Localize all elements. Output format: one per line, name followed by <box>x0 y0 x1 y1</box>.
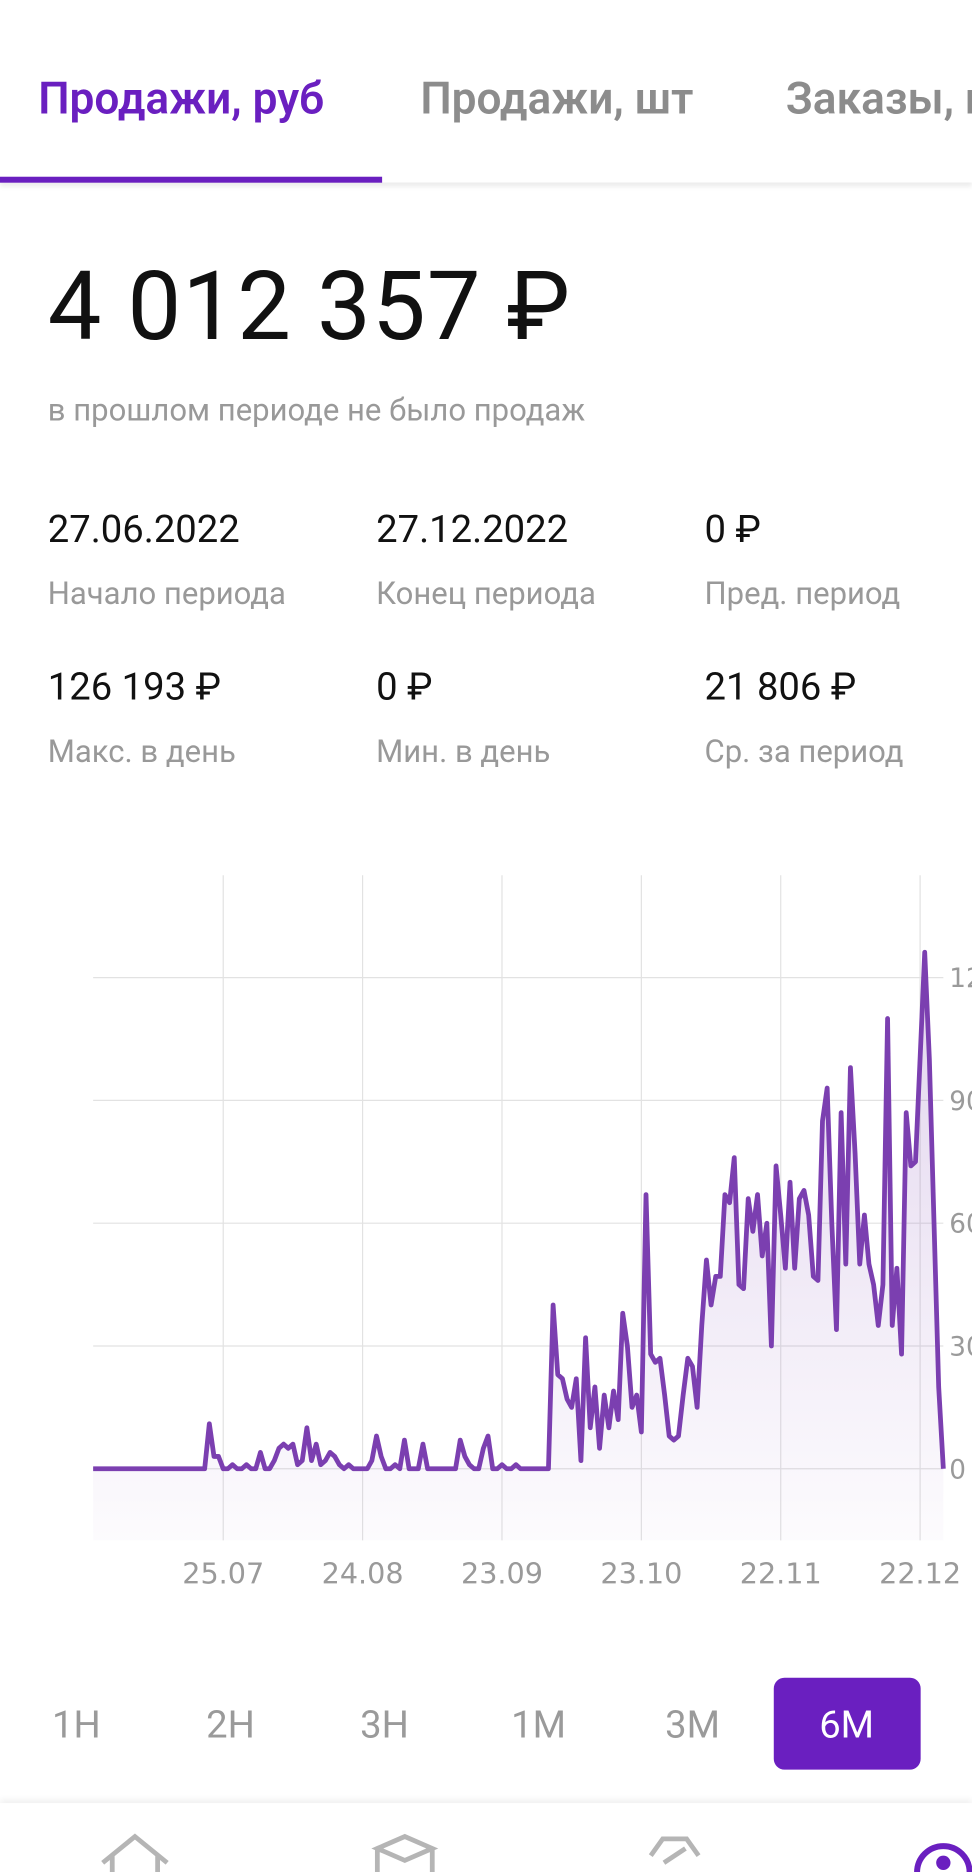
tab[interactable]: Заказы, шт <box>785 74 972 126</box>
period-button[interactable]: 1Н <box>52 1701 101 1747</box>
tab[interactable]: Продажи, руб <box>38 74 325 126</box>
stat-label: Мин. в день <box>376 734 551 771</box>
stat-value: 21 806 ₽ <box>704 663 857 710</box>
y-tick-label: 120 000 <box>949 964 972 994</box>
x-tick-label: 23.09 <box>461 1556 543 1590</box>
x-tick-label: 22.11 <box>740 1556 822 1590</box>
tab[interactable]: Продажи, шт <box>420 74 694 126</box>
stat-label: Макс. в день <box>47 734 236 771</box>
stat-label: Пред. период <box>704 576 901 613</box>
stat-value: 27.12.2022 <box>376 506 569 552</box>
area <box>93 952 944 1541</box>
stat-value: 126 193 ₽ <box>47 663 221 710</box>
home-icon[interactable] <box>101 1833 169 1872</box>
stat-label: Конец периода <box>376 576 596 613</box>
map-icon[interactable] <box>914 1843 972 1872</box>
subtitle: в прошлом периоде не было продаж <box>47 392 586 429</box>
nav-icons <box>101 1833 972 1872</box>
x-tick-label: 23.10 <box>600 1556 682 1590</box>
stat-value: 0 ₽ <box>376 663 433 710</box>
box-icon[interactable] <box>371 1833 439 1872</box>
period-button[interactable]: 1М <box>511 1701 566 1747</box>
x-tick-label: 22.12 <box>879 1556 961 1590</box>
x-tick-label: 24.08 <box>322 1556 404 1590</box>
period-button[interactable]: 6М <box>819 1701 875 1747</box>
stat-value: 27.06.2022 <box>47 506 240 552</box>
stat-label: Ср. за период <box>704 734 904 771</box>
total-amount: 4 012 357 ₽ <box>47 250 572 364</box>
line <box>93 949 946 1472</box>
y-tick-label: 60 000 <box>949 1210 972 1240</box>
promo-icon[interactable] <box>648 1836 701 1865</box>
stat-value: 0 ₽ <box>704 506 761 552</box>
stat-label: Начало периода <box>47 576 286 613</box>
period-button[interactable]: 2Н <box>206 1701 255 1747</box>
y-tick-label: 0 <box>949 1455 966 1485</box>
period-highlight <box>773 1677 921 1770</box>
map-dot <box>936 1855 951 1870</box>
x-tick-label: 25.07 <box>182 1556 264 1590</box>
y-tick-label: 90 000 <box>949 1087 972 1117</box>
period-button[interactable]: 3Н <box>360 1701 409 1747</box>
y-tick-label: 30 000 <box>949 1333 972 1363</box>
bottom-nav <box>0 1803 972 1872</box>
period-button[interactable]: 3М <box>665 1701 720 1747</box>
tab-indicator <box>0 176 383 183</box>
